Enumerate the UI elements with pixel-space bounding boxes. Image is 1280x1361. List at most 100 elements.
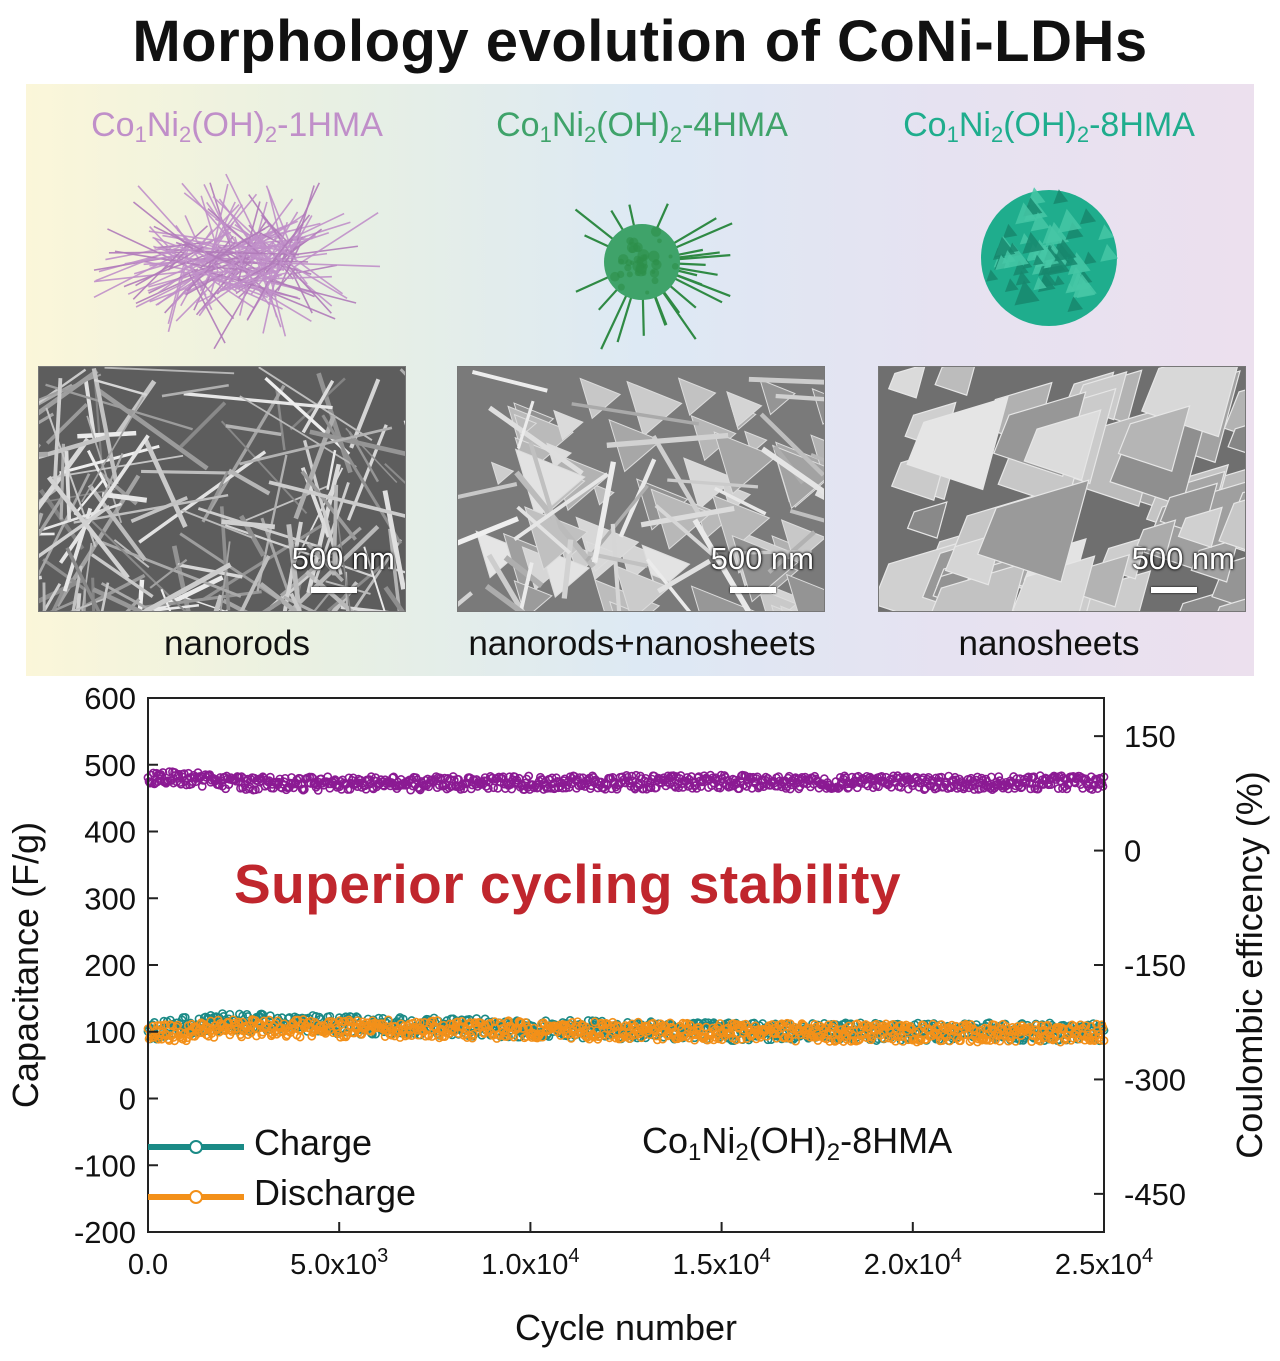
- data-point: [1016, 1031, 1026, 1041]
- data-point: [168, 1021, 177, 1031]
- data-point: [164, 767, 174, 777]
- y2-tick-label: -300: [1124, 1062, 1186, 1097]
- scale-bar: [730, 587, 776, 593]
- data-point: [916, 1035, 926, 1044]
- data-point: [595, 1031, 605, 1041]
- data-point: [504, 1016, 513, 1026]
- data-point: [690, 1035, 699, 1045]
- data-point: [956, 1036, 965, 1046]
- series-coulombic-efficiency: [143, 767, 1109, 795]
- scale-bar: [1151, 587, 1197, 593]
- y-tick-label: 400: [84, 815, 136, 850]
- data-point: [692, 783, 702, 793]
- data-point: [879, 1034, 889, 1043]
- data-point: [209, 1032, 219, 1042]
- data-point: [867, 1032, 877, 1042]
- data-point: [1087, 785, 1097, 794]
- data-point: [960, 1030, 970, 1040]
- data-point: [499, 779, 509, 789]
- data-point: [1066, 1035, 1076, 1045]
- sem-texture: [39, 367, 405, 611]
- data-point: [507, 784, 517, 794]
- formula-1hma: Co1Ni2(OH)2-1HMA: [91, 106, 383, 147]
- scale-bar-label: 500 nm: [291, 541, 395, 576]
- legend-charge-marker: [189, 1140, 203, 1154]
- sample-column-1hma: Co1Ni2(OH)2-1HMA 500 nm nanorods: [32, 84, 442, 676]
- data-point: [184, 768, 193, 778]
- data-point: [859, 1021, 869, 1031]
- data-point: [797, 1019, 807, 1029]
- data-point: [682, 773, 692, 782]
- data-point: [1081, 1021, 1091, 1031]
- cycling-stability-chart: 600 500 400 300 200 100 0 -100 -200 150 0 -150 -300 -…: [5, 681, 1270, 1348]
- y-tick-label: 0: [119, 1082, 136, 1117]
- data-point: [238, 1011, 248, 1021]
- data-point: [180, 1012, 190, 1022]
- data-point: [556, 1031, 566, 1040]
- data-point: [313, 785, 323, 795]
- scale-bar-label: 500 nm: [710, 541, 814, 576]
- morphology-label-mixed: nanorods+nanosheets: [468, 624, 816, 663]
- data-point: [449, 1027, 459, 1037]
- data-point: [785, 784, 795, 794]
- data-point: [753, 783, 763, 793]
- formula-8hma: Co1Ni2(OH)2-8HMA: [903, 106, 1195, 147]
- data-point: [399, 1021, 409, 1031]
- data-point: [516, 1018, 526, 1028]
- x-tick-label: 0.0: [128, 1249, 168, 1281]
- data-point: [843, 1027, 853, 1037]
- y-tick-label: 500: [84, 748, 136, 783]
- data-point: [688, 1030, 697, 1040]
- data-point: [1093, 784, 1103, 793]
- data-point: [1070, 778, 1080, 788]
- data-point: [990, 1020, 999, 1030]
- data-point: [389, 772, 399, 782]
- data-point: [652, 1035, 662, 1045]
- data-point: [299, 784, 309, 794]
- data-point: [863, 781, 873, 791]
- data-point: [898, 1037, 908, 1046]
- sem-image-nanorods: 500 nm: [38, 366, 406, 612]
- data-point: [423, 1030, 433, 1040]
- y2-axis-label: Coulombic efficency (%): [1229, 771, 1270, 1158]
- data-point: [486, 1018, 495, 1028]
- data-point: [332, 1024, 342, 1034]
- data-point: [264, 1015, 274, 1025]
- data-point: [265, 1011, 275, 1021]
- sample-column-4hma: Co1Ni2(OH)2-4HMA 500 nm nanorods+nanoshe…: [437, 84, 847, 676]
- series-discharge: [143, 1015, 1109, 1047]
- data-point: [945, 1036, 955, 1046]
- y2-tick-label: 0: [1124, 834, 1141, 869]
- data-point: [529, 1023, 539, 1033]
- figure-title: Morphology evolution of CoNi-LDHs: [132, 9, 1148, 74]
- x-tick-label: 1.5x104: [672, 1245, 770, 1281]
- data-point: [877, 1021, 887, 1031]
- x-tick-label: 2.0x104: [864, 1245, 962, 1281]
- data-point: [357, 1029, 367, 1039]
- data-point: [415, 1018, 425, 1027]
- data-point: [244, 1025, 254, 1035]
- scale-bar-label: 500 nm: [1131, 541, 1235, 576]
- data-point: [173, 1020, 183, 1030]
- data-point: [279, 1019, 289, 1029]
- y-tick-label: 100: [84, 1015, 136, 1050]
- urchin-particle: [574, 203, 733, 350]
- data-point: [995, 1036, 1005, 1046]
- legend-charge-label: Charge: [254, 1122, 373, 1163]
- data-point: [577, 1020, 587, 1029]
- data-point: [383, 1015, 393, 1025]
- data-point: [340, 1017, 350, 1026]
- data-point: [633, 1017, 643, 1027]
- sem-image-mixed: 500 nm: [457, 366, 825, 612]
- data-point: [612, 784, 622, 794]
- x-axis-label: Cycle number: [515, 1307, 737, 1348]
- sample-column-8hma: Co1Ni2(OH)2-8HMA 500 nm nanosheets: [844, 84, 1254, 676]
- nanosheet-sphere: [981, 187, 1119, 326]
- data-point: [708, 1023, 718, 1033]
- nanorod-cluster-illustration: [93, 173, 381, 350]
- data-point: [524, 771, 534, 781]
- data-point: [829, 1019, 839, 1029]
- legend-charge: Charge: [148, 1122, 448, 1163]
- y-tick-label: 300: [84, 881, 136, 916]
- data-point: [847, 1029, 857, 1039]
